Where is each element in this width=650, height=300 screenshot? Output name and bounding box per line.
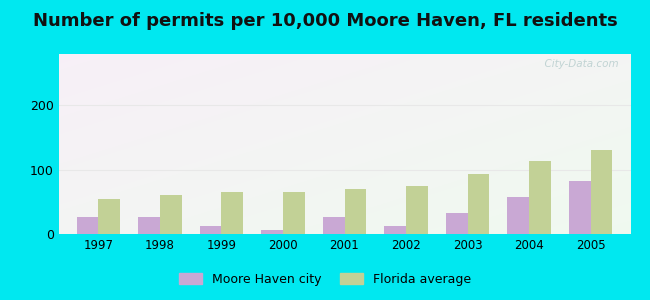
Bar — [160, 195, 181, 234]
Bar — [344, 189, 366, 234]
Bar — [385, 226, 406, 234]
Bar — [529, 161, 551, 234]
Bar — [283, 192, 304, 234]
Bar — [508, 197, 529, 234]
Bar — [323, 217, 345, 234]
Bar — [200, 226, 222, 234]
Bar — [77, 217, 99, 234]
Bar — [99, 199, 120, 234]
Bar — [406, 186, 428, 234]
Legend: Moore Haven city, Florida average: Moore Haven city, Florida average — [174, 268, 476, 291]
Text: Number of permits per 10,000 Moore Haven, FL residents: Number of permits per 10,000 Moore Haven… — [32, 12, 617, 30]
Bar — [446, 213, 467, 234]
Text: City-Data.com: City-Data.com — [538, 59, 619, 69]
Bar — [138, 217, 160, 234]
Bar — [569, 181, 590, 234]
Bar — [467, 174, 489, 234]
Bar — [222, 192, 243, 234]
Bar — [261, 230, 283, 234]
Bar — [590, 150, 612, 234]
